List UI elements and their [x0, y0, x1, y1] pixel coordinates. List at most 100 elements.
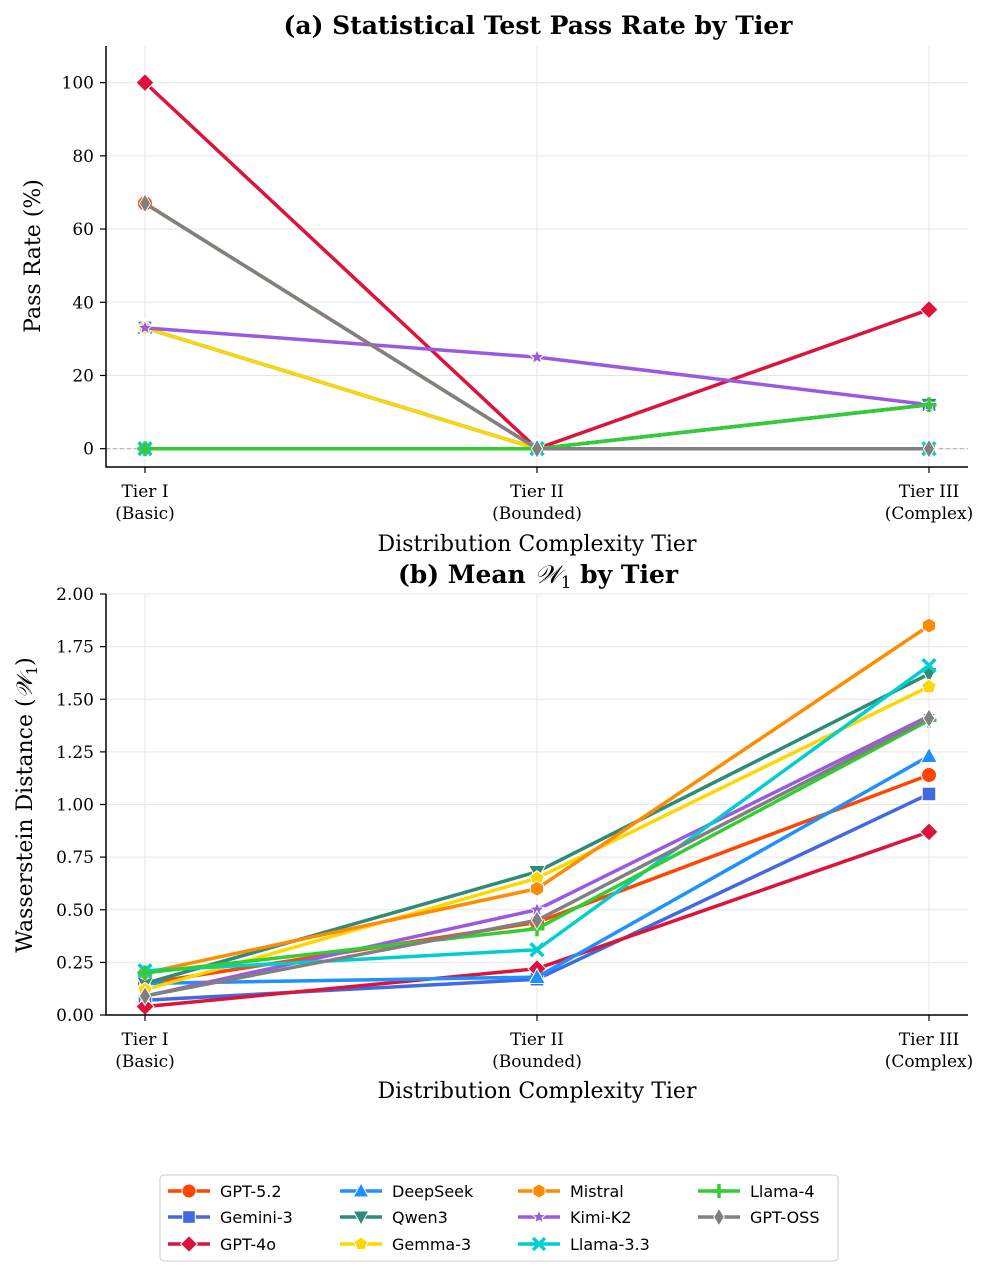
legend-label: Gemma-3: [392, 1235, 471, 1254]
panel-b-y-label: Wasserstein Distance (𝒲1): [13, 657, 41, 953]
legend-item-gemini-3: Gemini-3: [168, 1208, 293, 1227]
x-tick-label: Tier III: [899, 482, 960, 502]
legend-marker-llama-4: [712, 1184, 726, 1198]
panel-b-y-label-prefix: Wasserstein Distance (: [13, 698, 38, 952]
panel-a-x-ticks: Tier I(Basic) Tier II(Bounded) Tier III(Co…: [115, 467, 973, 524]
y-tick-label: 1.75: [56, 638, 94, 658]
data-point-deepseek: [527, 967, 547, 984]
data-point-gpt-5-2: [921, 767, 937, 784]
legend-label: Mistral: [570, 1182, 624, 1201]
y-tick-label: 0.25: [56, 953, 94, 973]
data-point-gpt-oss: [922, 438, 936, 460]
legend-item-gemma-3: Gemma-3: [340, 1235, 471, 1254]
series-kimi-k2: [136, 319, 938, 412]
data-point-gpt-oss: [138, 985, 152, 1007]
data-point-gpt-4o: [135, 72, 155, 93]
y-tick-label: 60: [72, 220, 94, 240]
data-point-gpt-oss: [530, 438, 544, 460]
y-tick-label: 80: [72, 147, 94, 167]
y-tick-label: 1.00: [56, 796, 94, 816]
legend-item-kimi-k2: Kimi-K2: [518, 1208, 631, 1227]
legend-label: GPT-4o: [220, 1235, 276, 1254]
panel-b-title: (b) Mean 𝒲1 by Tier: [398, 560, 679, 593]
legend-item-llama-3-3: Llama-3.3: [518, 1235, 650, 1254]
panel-a: (a) Statistical Test Pass Rate by Tier 0…: [21, 11, 973, 557]
series-gpt-oss: [138, 193, 936, 460]
series-mistral: [138, 617, 936, 981]
legend-items: GPT-5.2 Gemini-3 GPT-4o DeepSeek Qwen3 Gemma-…: [168, 1181, 819, 1254]
x-tick-sublabel: (Bounded): [492, 1052, 582, 1072]
x-tick-label: Tier II: [510, 482, 564, 502]
y-tick-label: 2.00: [56, 585, 94, 605]
panel-b-y-label-suffix: ): [13, 657, 38, 666]
legend-label: Llama-4: [750, 1182, 815, 1201]
data-point-gpt-oss: [922, 707, 936, 729]
x-tick-label: Tier I: [121, 1030, 168, 1050]
data-point-llama-4: [137, 441, 153, 457]
legend-frame: [159, 1174, 839, 1262]
panel-b: (b) Mean 𝒲1 by Tier 0.00 0.25 0.50 0.75 1.00…: [13, 560, 973, 1104]
legend-label: GPT-5.2: [220, 1182, 282, 1201]
legend-marker-kimi-k2: [531, 1208, 547, 1224]
data-point-kimi-k2: [136, 319, 154, 336]
data-point-mistral: [530, 880, 544, 897]
panel-b-series: [135, 617, 939, 1017]
legend-marker-gemma-3: [353, 1236, 369, 1251]
x-tick-label: Tier II: [510, 1030, 564, 1050]
panel-b-title-suffix: by Tier: [571, 560, 678, 589]
legend-label: DeepSeek: [392, 1182, 474, 1201]
data-point-llama-4: [921, 397, 937, 413]
data-point-gpt-4o: [919, 299, 939, 320]
panel-b-title-prefix: (b) Mean: [398, 560, 535, 589]
panel-b-title-subscript: 1: [561, 573, 572, 593]
x-tick-label: Tier III: [899, 1030, 960, 1050]
series-gpt-oss: [138, 707, 936, 1007]
legend-label: Qwen3: [392, 1208, 448, 1227]
legend-label: Llama-3.3: [570, 1235, 650, 1254]
data-point-llama-4: [137, 965, 153, 981]
panel-a-title: (a) Statistical Test Pass Rate by Tier: [284, 11, 794, 40]
legend: GPT-5.2 Gemini-3 GPT-4o DeepSeek Qwen3 Gemma-…: [159, 1174, 839, 1262]
legend-item-gpt-4o: GPT-4o: [168, 1234, 276, 1254]
y-tick-label: 0.75: [56, 848, 94, 868]
legend-marker-deepseek: [352, 1181, 370, 1198]
data-point-gemma-3: [921, 678, 937, 694]
data-point-kimi-k2: [528, 348, 546, 365]
legend-label: Gemini-3: [220, 1208, 293, 1227]
y-tick-label: 100: [62, 74, 94, 94]
y-tick-label: 40: [72, 293, 94, 313]
y-tick-label: 20: [72, 366, 94, 386]
y-tick-label: 0.00: [56, 1006, 94, 1026]
legend-marker-llama-3-3: [531, 1236, 547, 1252]
data-point-gpt-4o: [919, 822, 939, 842]
legend-item-qwen3: Qwen3: [340, 1208, 448, 1227]
y-tick-label: 1.25: [56, 743, 94, 763]
panel-a-y-label: Pass Rate (%): [21, 179, 46, 333]
data-point-gpt-oss: [530, 909, 544, 931]
data-point-llama-3-3: [921, 657, 937, 674]
legend-marker-gemini-3: [182, 1210, 196, 1224]
panel-a-y-ticks: 0 20 40 60 80 100: [62, 74, 106, 460]
x-tick-sublabel: (Basic): [115, 504, 175, 524]
x-tick-sublabel: (Complex): [885, 1052, 974, 1072]
panel-a-grid: [106, 46, 968, 467]
panel-b-x-label: Distribution Complexity Tier: [378, 1079, 697, 1104]
legend-label: GPT-OSS: [750, 1208, 819, 1227]
y-tick-label: 0.50: [56, 901, 94, 921]
data-point-deepseek: [919, 746, 939, 763]
legend-item-gpt-5-2: GPT-5.2: [168, 1182, 282, 1201]
x-tick-label: Tier I: [121, 482, 168, 502]
panel-b-y-label-subscript: 1: [23, 666, 41, 676]
panel-a-series: [135, 72, 939, 460]
y-tick-label: 0: [83, 440, 94, 460]
panel-a-axes: [105, 46, 968, 468]
x-tick-sublabel: (Bounded): [492, 504, 582, 524]
legend-marker-gpt-5-2: [181, 1183, 197, 1199]
legend-marker-mistral: [532, 1183, 546, 1199]
legend-item-gpt-oss: GPT-OSS: [698, 1207, 819, 1227]
data-point-llama-3-3: [529, 942, 545, 958]
panel-a-x-label: Distribution Complexity Tier: [378, 532, 697, 557]
legend-label: Kimi-K2: [570, 1208, 631, 1227]
legend-marker-gpt-4o: [179, 1234, 199, 1254]
